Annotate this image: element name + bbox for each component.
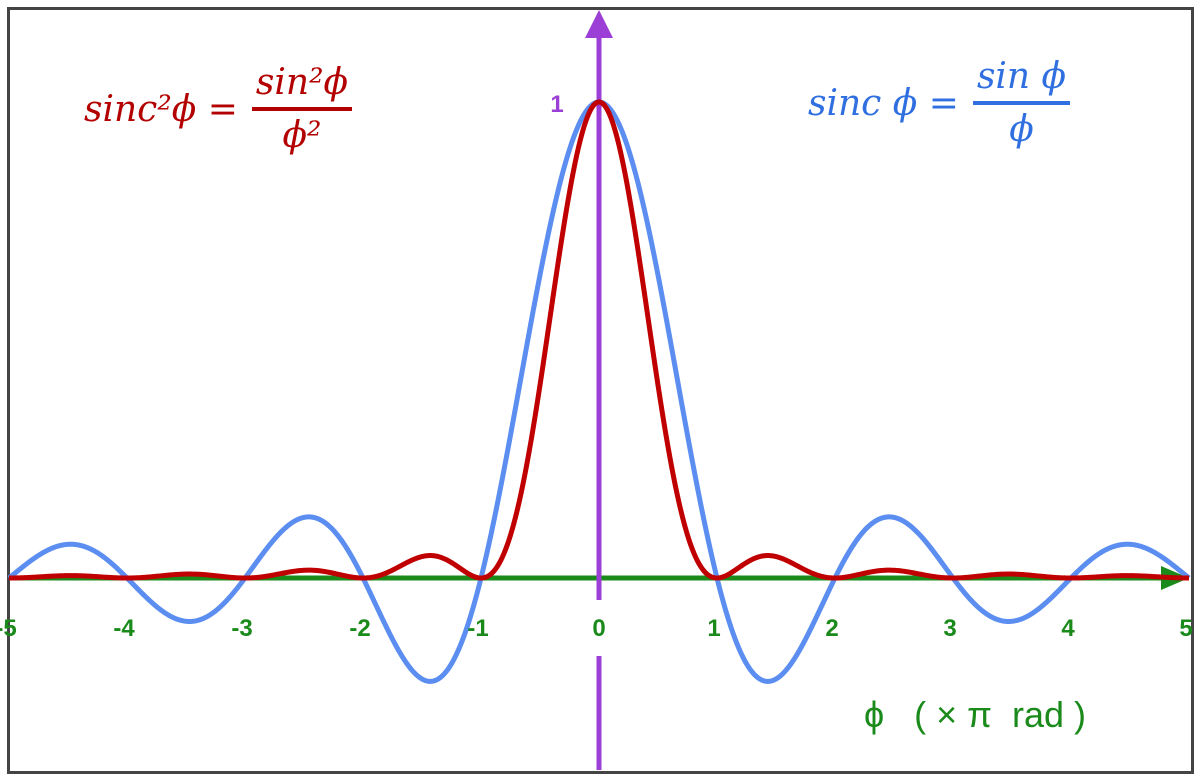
sinc-formula: sinc ϕ = sin ϕ ϕ bbox=[808, 56, 1071, 150]
x-tick-label: -2 bbox=[349, 615, 370, 642]
sinc-squared-lhs: sinc²ϕ = bbox=[84, 88, 238, 130]
sinc-squared-numerator: sin²ϕ bbox=[251, 62, 353, 111]
sinc-denominator: ϕ bbox=[1009, 109, 1034, 150]
x-tick-label: 2 bbox=[825, 615, 838, 642]
x-tick-label: -5 bbox=[0, 615, 17, 642]
x-tick-label: -4 bbox=[113, 615, 135, 642]
x-tick-label: 3 bbox=[943, 615, 956, 642]
x-tick-label: -3 bbox=[231, 615, 252, 642]
sinc-numerator: sin ϕ bbox=[972, 56, 1071, 105]
x-tick-label: 5 bbox=[1179, 615, 1192, 642]
sinc-squared-denominator: ϕ² bbox=[282, 115, 322, 156]
sinc-squared-curve bbox=[7, 99, 1191, 581]
x-tick-label: 4 bbox=[1061, 615, 1075, 642]
chart-frame bbox=[7, 7, 1194, 774]
sinc-lhs: sinc ϕ = bbox=[808, 82, 959, 124]
sinc-fraction: sin ϕ ϕ bbox=[972, 56, 1071, 150]
x-axis-label: ϕ ( × π rad ) bbox=[864, 694, 1087, 735]
x-tick-label: -1 bbox=[467, 615, 488, 642]
y-axis-arrow-icon bbox=[585, 10, 613, 38]
x-tick-label: 0 bbox=[592, 615, 605, 642]
sinc-squared-formula: sinc²ϕ = sin²ϕ ϕ² bbox=[84, 62, 353, 156]
y-tick-label: 1 bbox=[550, 91, 563, 118]
x-tick-label: 1 bbox=[707, 615, 720, 642]
sinc-squared-fraction: sin²ϕ ϕ² bbox=[251, 62, 353, 156]
